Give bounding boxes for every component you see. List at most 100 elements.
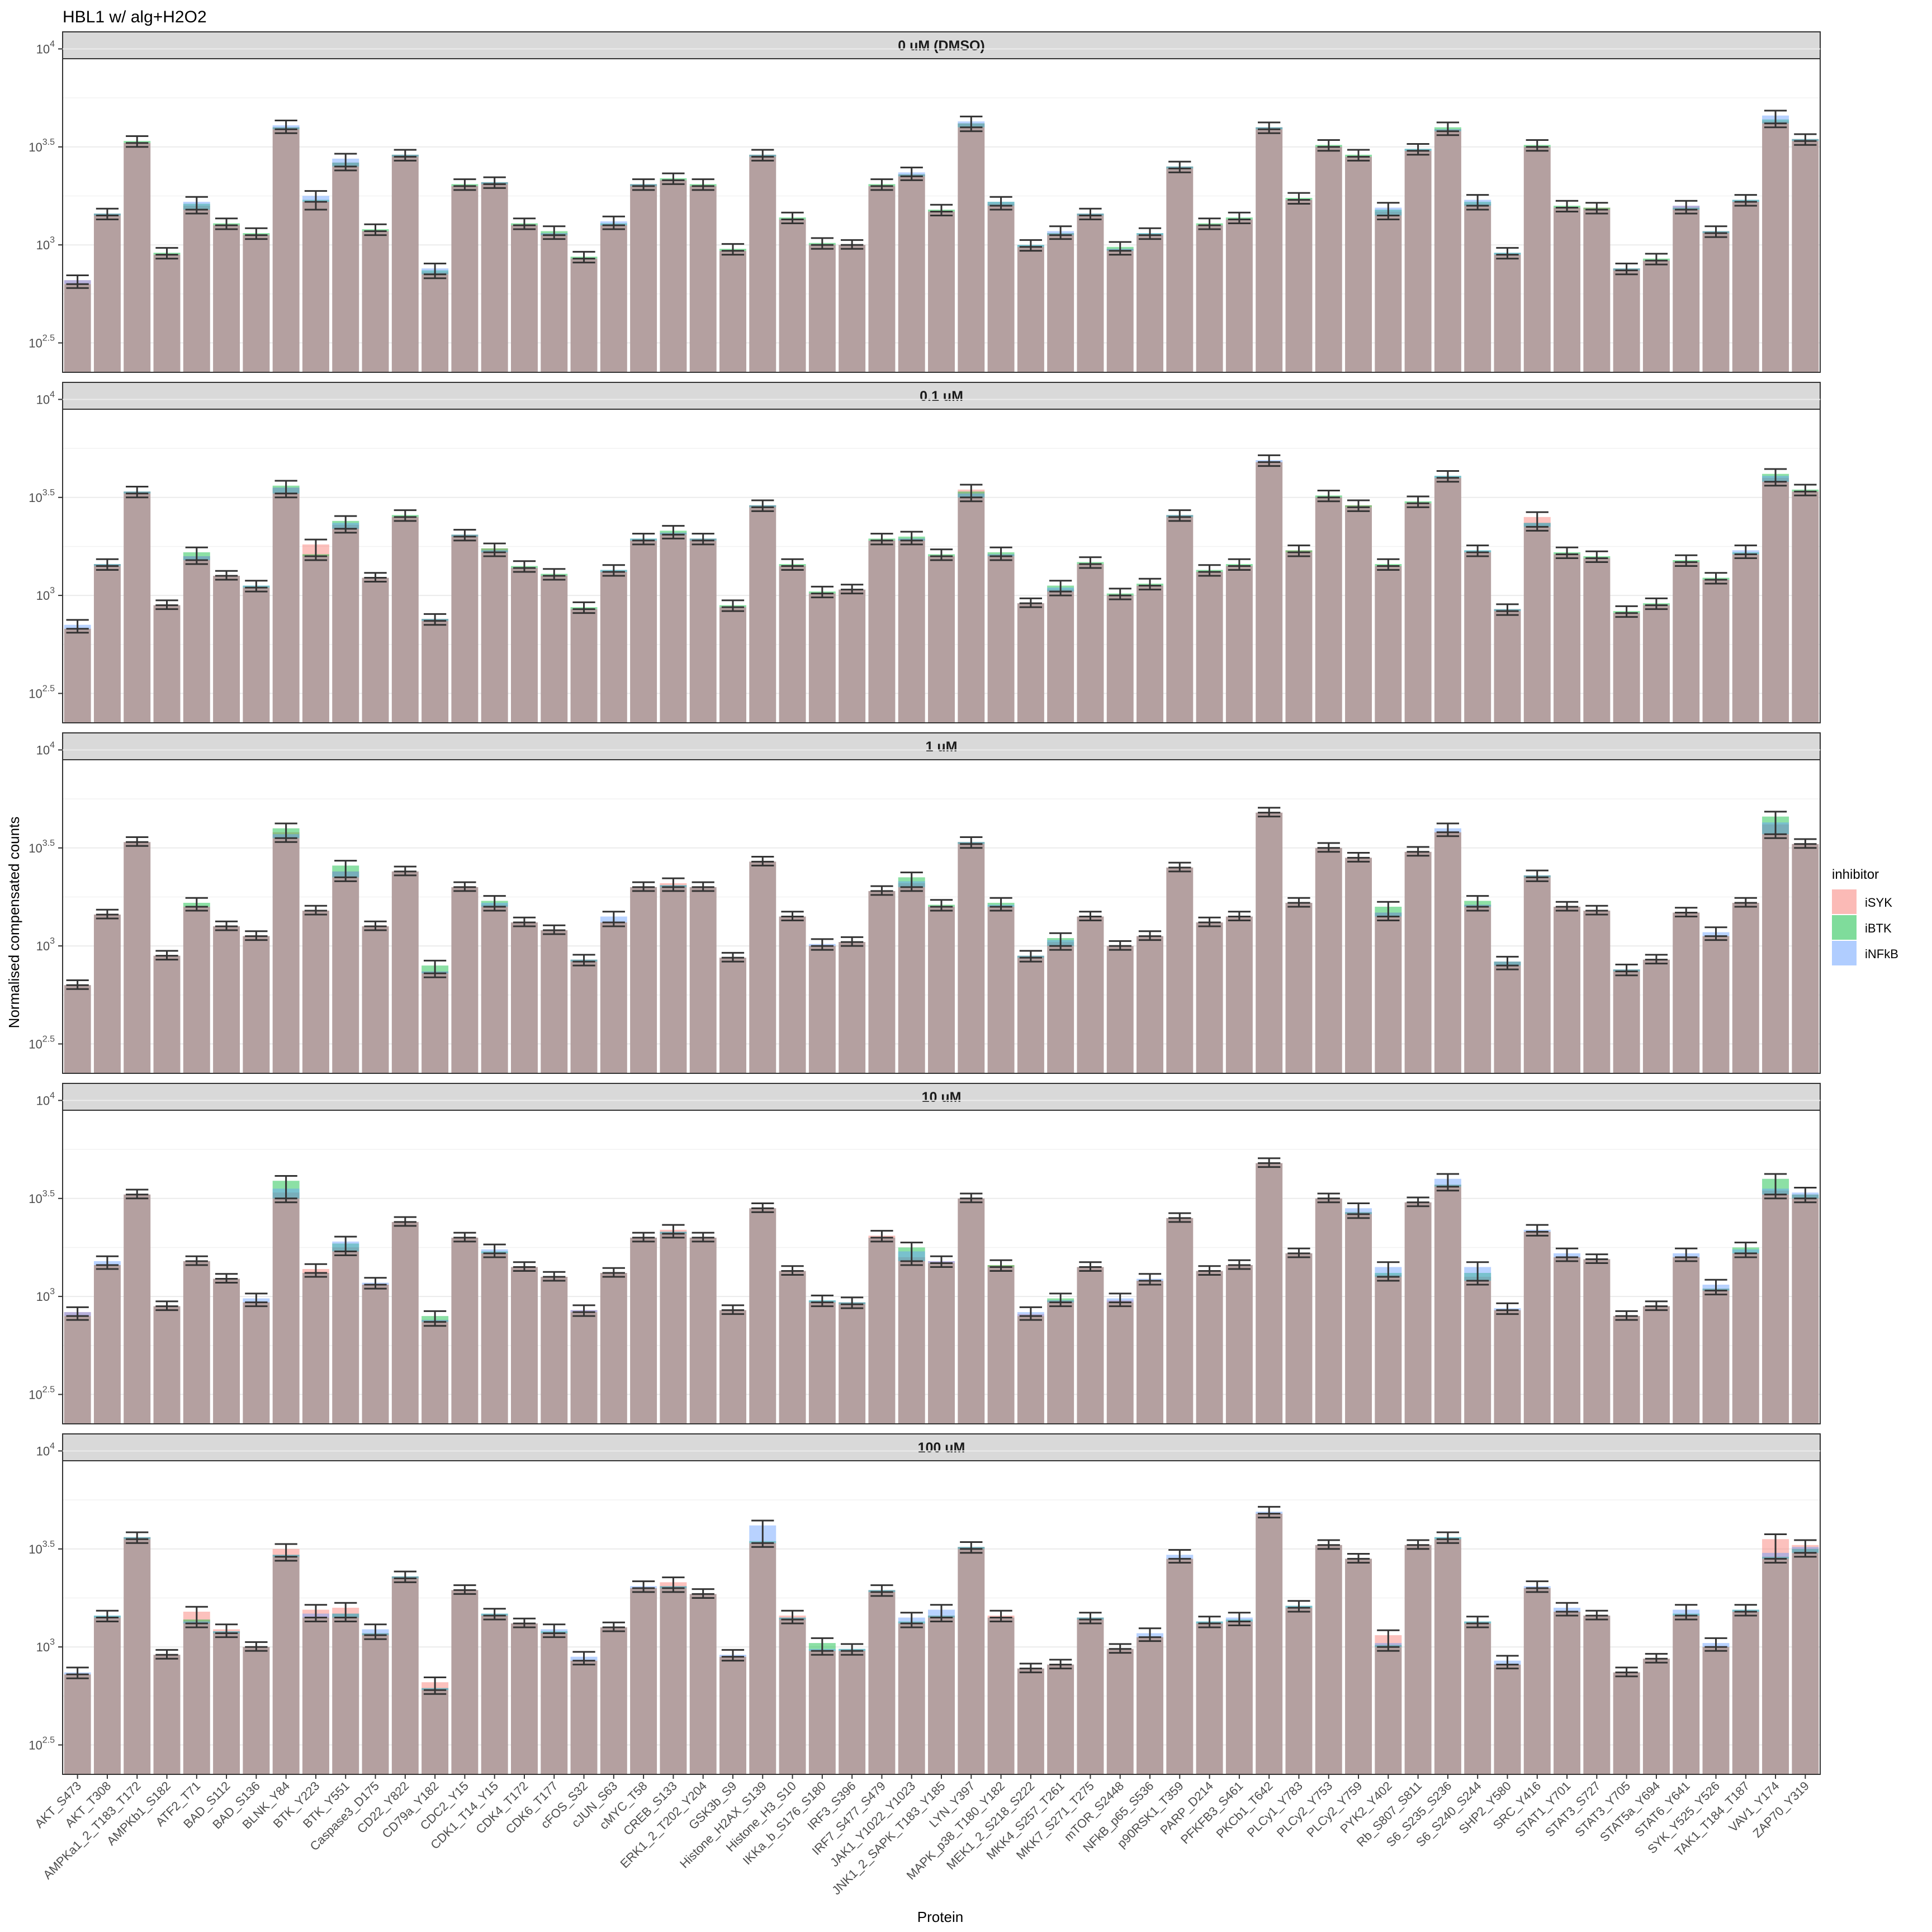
bar-AKT_T308 (93, 1265, 121, 1424)
error-bar (423, 959, 447, 978)
bar-Histone_H3_S10 (779, 566, 806, 723)
bar-Caspase3_D175 (362, 1635, 389, 1774)
bar-AKT_S473 (64, 985, 91, 1073)
bar-SHP2_Y580 (1494, 254, 1521, 372)
error-bar (1794, 133, 1817, 146)
bar-AKT_S473 (64, 628, 91, 723)
bar-cJUN_S63 (600, 1273, 627, 1424)
error-bar (960, 1192, 983, 1204)
error-bar (1436, 1173, 1460, 1192)
error-bar (215, 1623, 238, 1639)
bar-S6_S235_S236 (1434, 477, 1461, 723)
error-bar (1675, 907, 1698, 917)
error-bar (960, 836, 983, 849)
error-bar (1555, 200, 1579, 212)
error-bar (1794, 838, 1817, 849)
bar-cFOS_S32 (570, 609, 598, 723)
bar-PLCy2_Y759 (1345, 1559, 1372, 1774)
error-bar (364, 223, 387, 236)
error-bar (1794, 484, 1817, 496)
error-bar (1109, 241, 1131, 256)
error-bar (1079, 1612, 1102, 1625)
error-bar (1555, 901, 1579, 912)
facet-strip-label: 0 uM (DMSO) (898, 38, 985, 54)
error-bar (245, 227, 268, 240)
error-bar (1377, 1629, 1400, 1652)
bar-IRF7_S477_S479 (868, 1237, 896, 1424)
bar-PARP_D214 (1196, 922, 1223, 1073)
error-bar (1258, 121, 1281, 134)
bar-TAK1_T184_T187 (1732, 902, 1759, 1073)
facet-strip (62, 382, 1821, 410)
error-bar (1734, 1604, 1757, 1617)
bar-p90RSK1_T359 (1166, 517, 1194, 723)
error-bar (1704, 926, 1727, 941)
bar-CD22_Y822 (391, 157, 419, 372)
bar-JAK1_Y1022_Y1023 (898, 540, 925, 723)
bar-BTK_Y551 (332, 528, 359, 723)
error-bar (1168, 1549, 1191, 1564)
error-bar (602, 1267, 625, 1278)
error-bar (1407, 495, 1429, 508)
error-bar (1526, 1224, 1549, 1237)
bar-SHP2_Y580 (1494, 1310, 1521, 1424)
error-bar (1198, 916, 1221, 927)
y-tick-label: 102.5 (29, 1034, 55, 1051)
bar-ERK1_2_T202_Y204 (689, 186, 717, 372)
error-bar (1019, 1306, 1043, 1321)
bar-Histone_H2AX_S139 (749, 157, 776, 372)
facet-panel: 0.1 uM 102.5 103 103.5 104 (29, 382, 1821, 723)
error-bar (1436, 470, 1460, 483)
bar-PKCb1_T642 (1256, 1163, 1283, 1424)
error-bar (185, 196, 208, 215)
bar-BTK_Y223 (302, 201, 329, 372)
bar-CDK4_T172 (510, 1267, 538, 1424)
bar-AMPKa1_2_T183_T172 (124, 842, 151, 1073)
bar-PYK2_Y402 (1375, 1647, 1402, 1774)
bar-AMPKb1_S182 (153, 254, 181, 372)
error-bar (1734, 1242, 1757, 1258)
error-bar (1764, 110, 1787, 129)
facet-panel-border (62, 759, 1821, 1074)
error-bar (1734, 544, 1757, 559)
error-bar (185, 1255, 208, 1266)
bar-AMPKa1_2_T183_T172 (124, 143, 151, 373)
error-bar (811, 237, 834, 250)
bar-STAT3_Y705 (1613, 971, 1640, 1073)
error-bar (1079, 911, 1102, 922)
error-bar (185, 1606, 208, 1628)
bar-PFKFB3_S461 (1225, 566, 1253, 723)
error-bar (1407, 1539, 1429, 1550)
bar-STAT1_Y701 (1554, 207, 1581, 372)
bar-LYN_Y397 (958, 1198, 985, 1424)
bar-S6_S235_S236 (1434, 1186, 1461, 1424)
error-bar (513, 1261, 536, 1272)
bar-IKKa_b_S176_S180 (808, 946, 836, 1073)
error-bar (1526, 1580, 1549, 1593)
bar-cJUN_S63 (600, 922, 627, 1073)
y-tick-label: 103 (36, 586, 55, 603)
bar-VAV1_Y174 (1762, 1559, 1789, 1774)
legend-key-inftkb (1832, 941, 1857, 965)
error-bar (304, 905, 328, 916)
error-bar (334, 153, 357, 172)
error-bar (1645, 954, 1668, 965)
error-bar (334, 515, 357, 534)
bar-IRF7_S477_S479 (868, 540, 896, 723)
error-bar (870, 1230, 893, 1243)
bar-S6_S235_S236 (1434, 1539, 1461, 1774)
bar-mTOR_S2448 (1106, 1649, 1134, 1774)
bar-PLCy2_Y753 (1315, 1198, 1342, 1424)
bar-CDC2_Y15 (451, 1237, 479, 1424)
error-bar (781, 558, 804, 571)
error-bar (1585, 905, 1608, 916)
bar-PLCy1_Y783 (1285, 1607, 1313, 1774)
error-bar (66, 1306, 89, 1321)
facet-strip-label: 10 uM (922, 1090, 962, 1105)
error-bar (930, 548, 953, 561)
error-bar (751, 856, 774, 866)
facet-strip (62, 1083, 1821, 1111)
error-bar (1377, 1261, 1400, 1282)
facet-strip-label: 100 uM (918, 1440, 965, 1456)
